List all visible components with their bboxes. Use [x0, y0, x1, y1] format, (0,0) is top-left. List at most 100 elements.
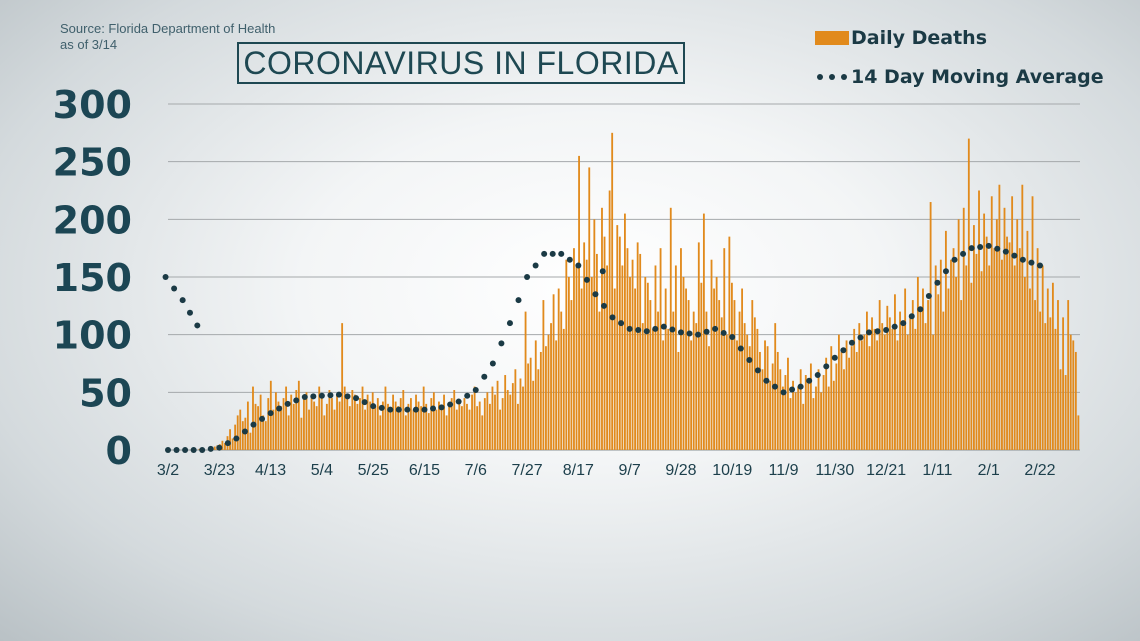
- bar: [787, 357, 789, 450]
- bar: [509, 394, 512, 450]
- bar: [384, 386, 387, 450]
- moving-average-point: [780, 389, 787, 396]
- moving-average-point: [344, 393, 351, 400]
- moving-average-point: [353, 395, 360, 402]
- bar: [960, 300, 963, 450]
- moving-average-point: [387, 406, 394, 413]
- moving-average-point: [250, 421, 257, 428]
- bar: [387, 403, 389, 450]
- bar: [468, 409, 471, 450]
- bar: [677, 351, 680, 450]
- bar: [618, 236, 621, 450]
- bar: [886, 305, 889, 450]
- moving-average-point: [891, 323, 898, 330]
- moving-average-point: [310, 393, 317, 400]
- x-tick-label: 5/25: [358, 462, 389, 479]
- bar: [1029, 288, 1031, 450]
- x-tick-label: 2/22: [1024, 462, 1055, 479]
- bar: [906, 334, 909, 450]
- bar: [1051, 282, 1054, 450]
- moving-average-point: [361, 399, 368, 406]
- bar: [455, 409, 458, 450]
- bar: [970, 282, 973, 450]
- bar: [578, 155, 580, 450]
- moving-average-point: [1028, 259, 1035, 266]
- bar: [417, 401, 420, 450]
- bar: [598, 311, 601, 450]
- bar: [364, 409, 366, 450]
- moving-average-point: [635, 327, 642, 334]
- bar: [743, 323, 746, 450]
- bar: [478, 401, 481, 450]
- bar: [934, 265, 937, 450]
- y-tick-label: 150: [53, 256, 132, 300]
- moving-average-point: [284, 400, 291, 407]
- bar: [950, 259, 952, 450]
- moving-average-point: [583, 276, 590, 283]
- bar: [733, 300, 736, 450]
- x-axis: 3/2 3/23 4/13 5/4 5/25 6/15 7/6 7/27 8/17 9/7 9/28…: [157, 462, 1056, 479]
- bar: [277, 401, 280, 450]
- bar: [896, 340, 899, 450]
- moving-average-point: [908, 313, 915, 320]
- bar: [573, 248, 575, 450]
- bar: [980, 271, 983, 450]
- bar: [379, 415, 382, 450]
- moving-average-point: [171, 285, 178, 292]
- x-tick-label: 3/2: [157, 462, 179, 479]
- bar: [776, 351, 779, 450]
- bar: [781, 386, 784, 450]
- bar: [998, 184, 1001, 451]
- moving-average-point: [874, 328, 881, 335]
- bar: [356, 403, 359, 450]
- bar: [764, 340, 766, 450]
- bar: [1039, 311, 1042, 450]
- bar: [939, 259, 942, 450]
- bar: [323, 415, 326, 450]
- bar: [848, 357, 851, 450]
- bar: [221, 440, 224, 450]
- bar: [254, 403, 257, 450]
- bar: [310, 394, 313, 450]
- moving-average-point: [194, 322, 201, 329]
- bar: [575, 265, 578, 450]
- moving-average-point: [686, 330, 693, 337]
- bar: [290, 394, 293, 450]
- bar: [687, 300, 690, 450]
- bar: [300, 417, 303, 450]
- y-tick-label: 50: [79, 371, 132, 415]
- bar: [1023, 277, 1026, 450]
- bar: [794, 392, 797, 450]
- bar: [621, 265, 624, 450]
- bar: [463, 398, 466, 450]
- moving-average-point: [831, 354, 838, 361]
- bar: [412, 409, 415, 450]
- bar: [517, 403, 519, 450]
- bar: [422, 386, 425, 450]
- bar: [399, 398, 402, 450]
- bar: [453, 390, 456, 450]
- moving-average-point: [977, 244, 984, 251]
- bar: [407, 403, 410, 450]
- bar: [741, 288, 744, 450]
- bar: [1006, 236, 1008, 450]
- x-tick-label: 7/6: [465, 462, 487, 479]
- bar: [978, 190, 980, 450]
- bar: [817, 369, 820, 450]
- bar: [840, 351, 843, 450]
- bar: [297, 380, 300, 450]
- bar: [654, 265, 657, 450]
- legend-item-line: 14 Day Moving Average: [815, 65, 1104, 89]
- bar: [837, 334, 840, 450]
- bar: [366, 394, 369, 450]
- bar: [804, 375, 807, 450]
- bar: [1041, 265, 1044, 450]
- bar: [725, 334, 728, 450]
- bar: [287, 415, 290, 450]
- bar: [674, 265, 677, 450]
- bar: [922, 288, 924, 450]
- bar: [601, 207, 603, 450]
- bar: [430, 398, 433, 450]
- moving-average-point: [797, 383, 804, 390]
- moving-average-point: [301, 393, 308, 400]
